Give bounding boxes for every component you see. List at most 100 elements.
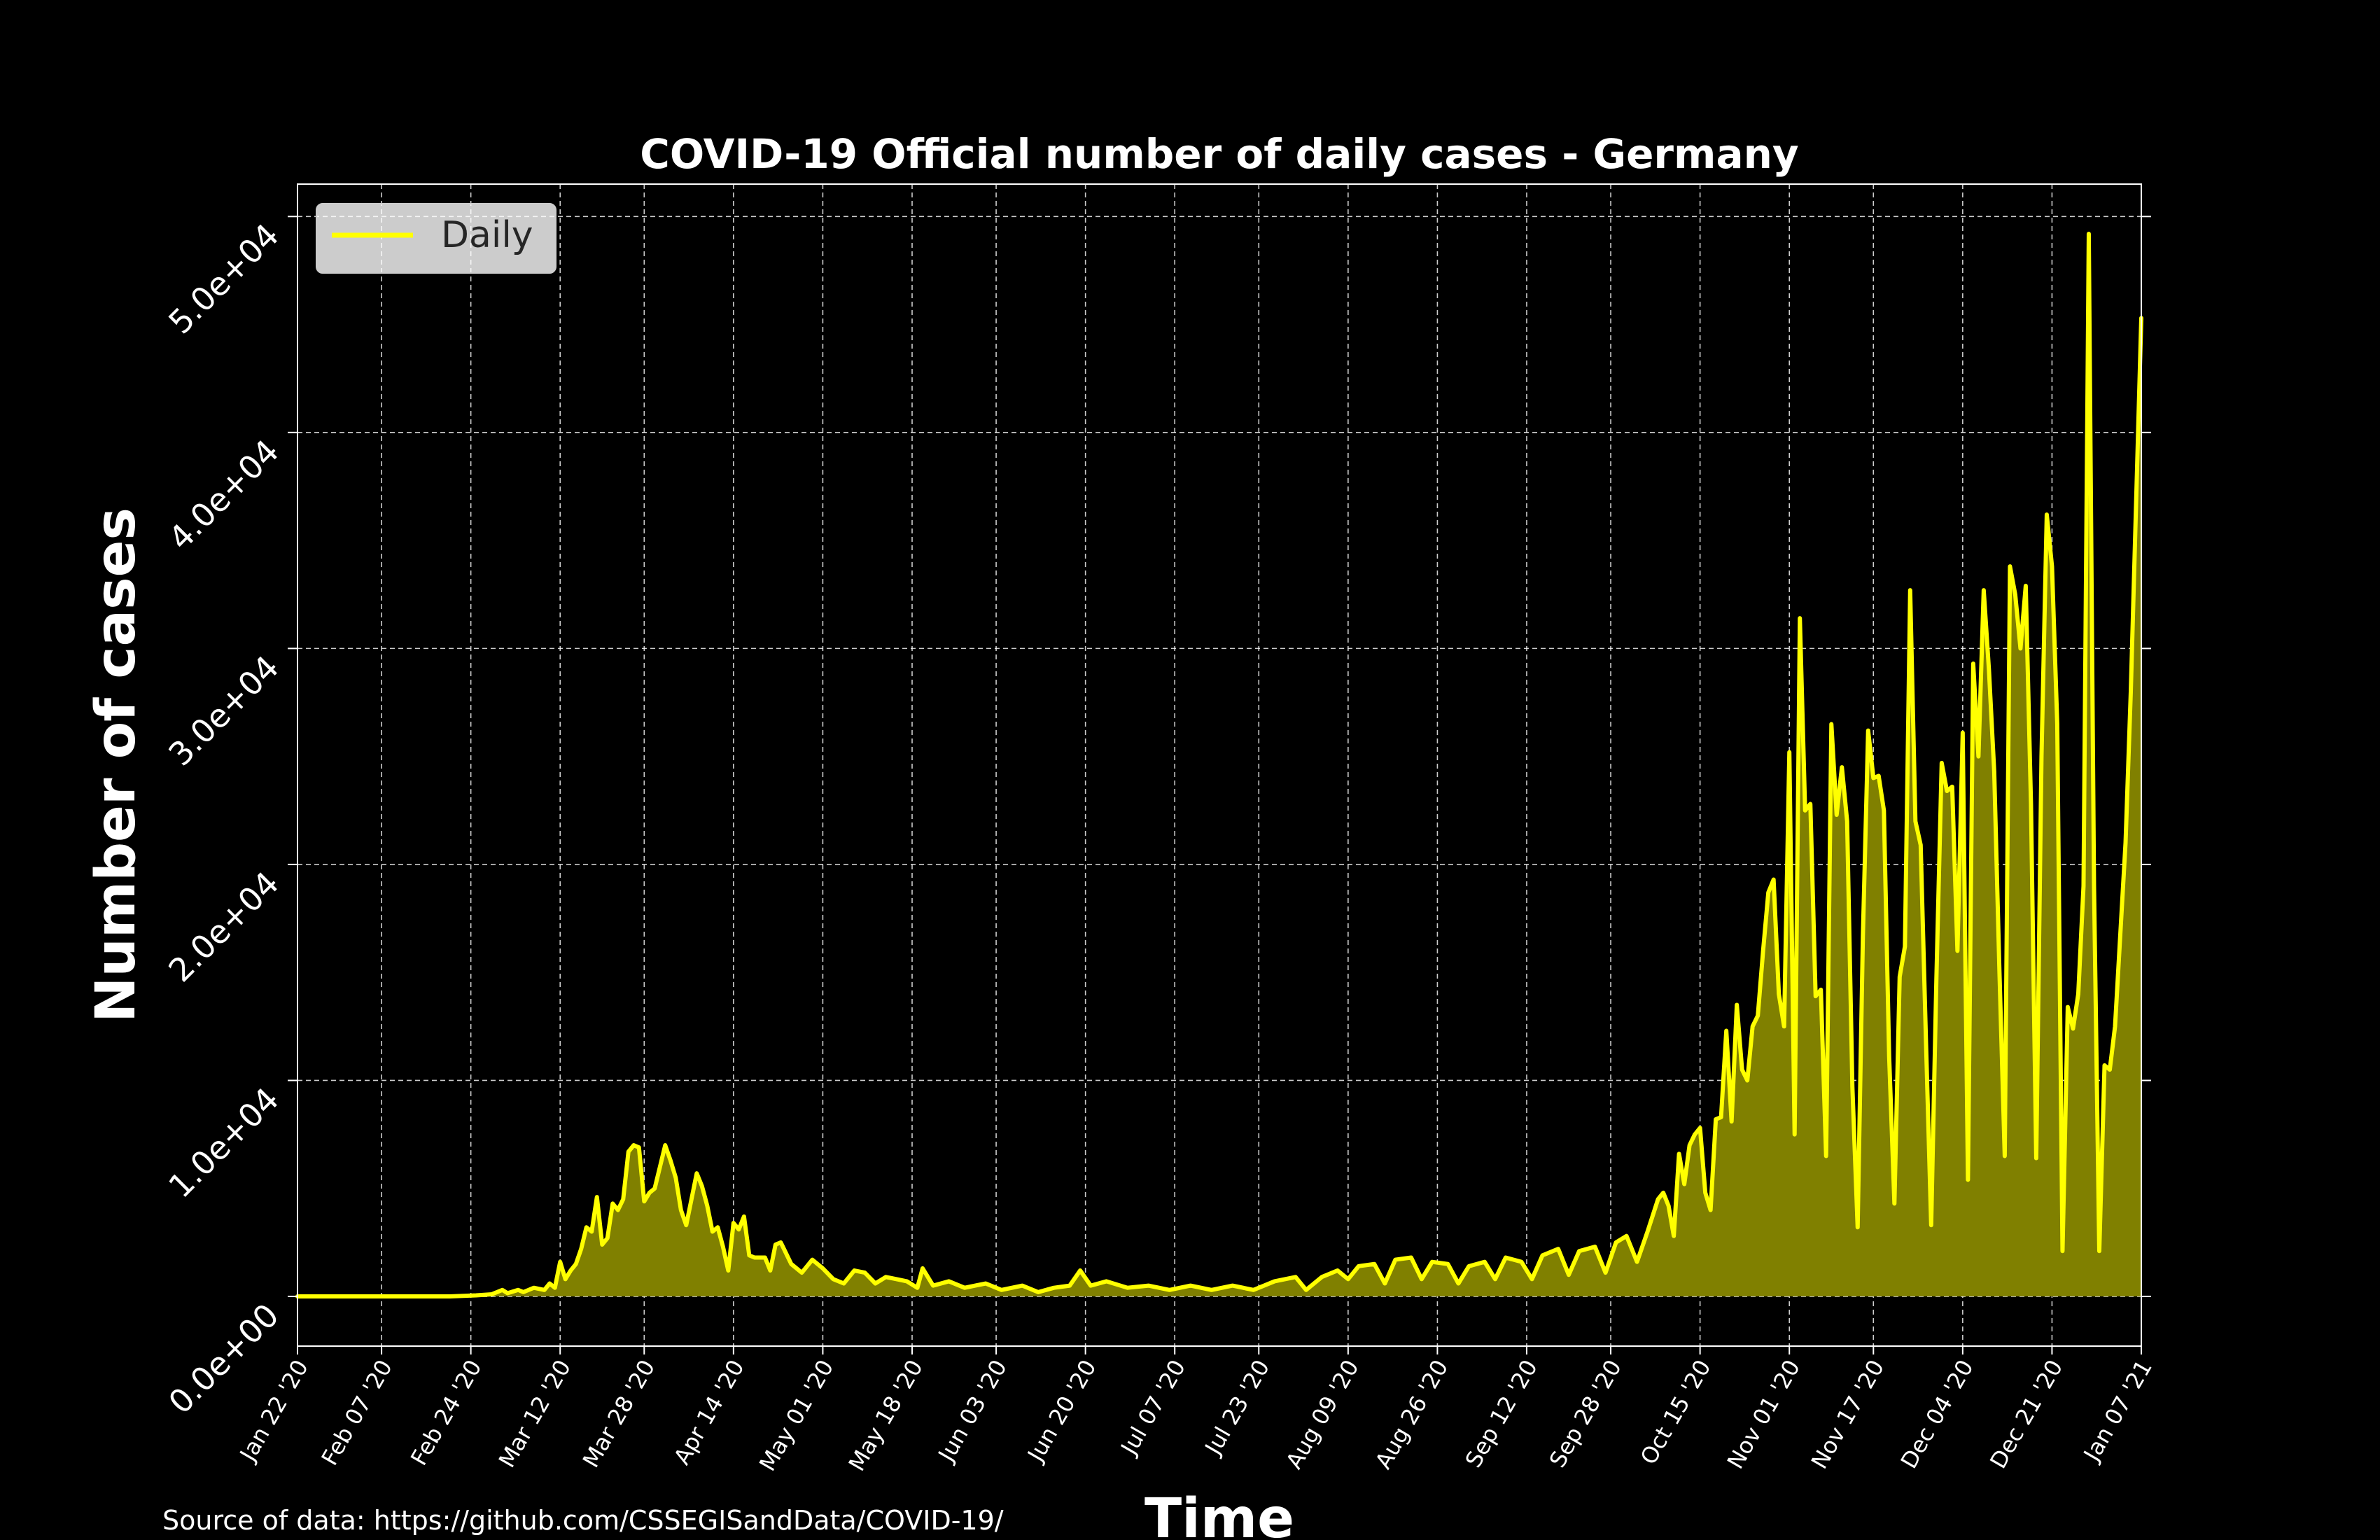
data-point xyxy=(2015,594,2016,596)
data-point xyxy=(1231,1284,1233,1287)
data-point xyxy=(1935,976,1938,978)
data-point xyxy=(696,1172,698,1174)
data-point xyxy=(1788,751,1791,753)
data-point xyxy=(738,1228,740,1231)
data-point xyxy=(2051,566,2053,567)
data-point xyxy=(832,1278,834,1280)
data-point xyxy=(2109,1069,2110,1070)
data-point xyxy=(1977,755,1980,757)
data-point xyxy=(549,1282,551,1284)
data-point xyxy=(1505,1256,1506,1259)
data-point xyxy=(1079,1270,1081,1271)
data-point xyxy=(1830,723,1833,725)
data-point xyxy=(1772,878,1774,881)
data-point xyxy=(1862,934,1864,937)
chart-title: COVID-19 Official number of daily cases … xyxy=(640,130,1798,178)
legend: Daily xyxy=(316,203,556,274)
data-point xyxy=(554,1287,556,1289)
data-point xyxy=(1835,814,1837,816)
data-point xyxy=(522,1292,524,1293)
data-point xyxy=(1814,995,1816,997)
x-tick-label: Jan 07 '21 xyxy=(2078,1355,2157,1466)
data-point xyxy=(701,1185,703,1187)
data-point xyxy=(722,1246,724,1247)
data-point xyxy=(2078,993,2079,995)
data-point xyxy=(1799,617,1801,619)
data-point xyxy=(1846,820,1848,822)
data-point xyxy=(1973,663,1974,664)
data-point xyxy=(1295,1276,1296,1278)
data-point xyxy=(1494,1278,1496,1280)
data-point xyxy=(564,1278,566,1280)
data-point xyxy=(2009,566,2011,567)
y-tick-label: 3.0e+04 xyxy=(161,648,286,774)
data-point xyxy=(1558,1248,1559,1250)
data-point xyxy=(612,1203,614,1205)
data-point xyxy=(638,1147,640,1148)
data-point xyxy=(1568,1274,1569,1275)
data-point xyxy=(1904,946,1906,947)
data-point xyxy=(1531,1278,1533,1280)
data-point xyxy=(717,1226,719,1228)
data-point xyxy=(1321,1276,1323,1278)
x-tick-label: Jul 23 '20 xyxy=(1199,1355,1275,1460)
data-point xyxy=(1720,1116,1722,1118)
data-point xyxy=(491,1294,493,1295)
data-point xyxy=(2088,233,2090,234)
data-point xyxy=(449,1296,451,1297)
plot-frame xyxy=(297,183,2142,1347)
data-point xyxy=(533,1287,535,1289)
x-tick-label: Dec 21 '20 xyxy=(1984,1355,2068,1473)
data-point xyxy=(1746,1079,1748,1082)
data-point xyxy=(1704,1192,1706,1194)
x-tick-label: Aug 26 '20 xyxy=(1370,1355,1453,1474)
data-point xyxy=(1021,1284,1023,1287)
data-point xyxy=(1762,950,1764,952)
data-point xyxy=(1946,790,1948,792)
data-point xyxy=(712,1231,713,1233)
data-point xyxy=(601,1244,603,1245)
data-point xyxy=(2099,1250,2100,1252)
data-point xyxy=(843,1282,845,1284)
data-point xyxy=(754,1256,755,1259)
data-point xyxy=(1688,1144,1690,1146)
data-point xyxy=(627,1151,629,1153)
x-tick-label: Jul 07 '20 xyxy=(1115,1355,1191,1460)
data-point xyxy=(543,1289,545,1291)
data-point xyxy=(1053,1287,1055,1289)
data-point xyxy=(2082,885,2085,887)
data-point xyxy=(2124,842,2127,844)
data-point xyxy=(2093,885,2095,887)
data-point xyxy=(790,1263,792,1265)
data-point xyxy=(1168,1289,1170,1291)
data-point xyxy=(507,1292,508,1294)
data-point xyxy=(1893,1203,1896,1205)
y-axis-label: Number of cases xyxy=(85,507,148,1023)
data-point xyxy=(1662,1192,1664,1194)
data-point xyxy=(1447,1263,1449,1265)
data-point xyxy=(1910,589,1911,591)
data-point xyxy=(811,1259,813,1261)
data-point xyxy=(801,1272,803,1273)
series-area-daily xyxy=(298,233,2141,1297)
data-point xyxy=(1888,1056,1890,1058)
data-point xyxy=(1757,1015,1758,1016)
data-point xyxy=(1709,1209,1712,1211)
area-layer xyxy=(298,233,2141,1297)
x-tick-label: Nov 17 '20 xyxy=(1806,1355,1889,1474)
data-point xyxy=(1804,809,1806,811)
data-point xyxy=(1941,762,1942,764)
data-point xyxy=(748,1254,750,1256)
x-tick-label: Mar 12 '20 xyxy=(493,1355,576,1472)
data-point xyxy=(1988,669,1990,671)
data-point xyxy=(1520,1261,1522,1263)
data-point xyxy=(743,1216,745,1217)
data-point xyxy=(648,1192,650,1194)
data-point xyxy=(1468,1266,1470,1267)
data-point xyxy=(643,1200,645,1203)
x-tick-label: Feb 07 '20 xyxy=(316,1355,398,1470)
data-point xyxy=(1337,1270,1338,1271)
data-point xyxy=(1998,972,2001,974)
data-point xyxy=(685,1224,687,1226)
data-point xyxy=(1867,729,1869,732)
